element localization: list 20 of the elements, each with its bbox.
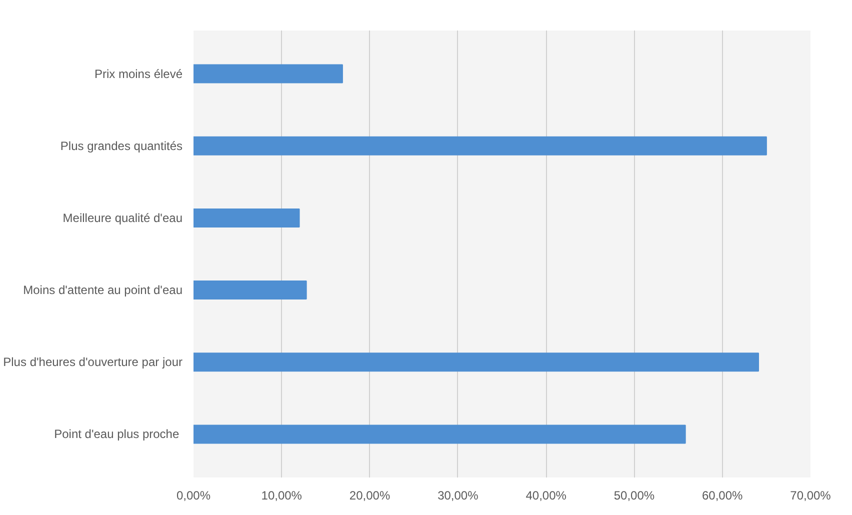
x-tick-label: 30,00% (438, 488, 479, 502)
y-tick-label: Moins d'attente au point d'eau (23, 283, 183, 298)
x-tick-label: 40,00% (526, 488, 567, 502)
y-tick-label: Plus d'heures d'ouverture par jour (3, 355, 183, 370)
bar (194, 280, 307, 300)
bar (194, 424, 686, 444)
x-tick-label: 70,00% (790, 488, 832, 502)
x-tick-label: 60,00% (702, 488, 744, 502)
x-tick-label: 0,00% (176, 488, 211, 502)
x-tick-label: 20,00% (349, 488, 390, 502)
x-tick-label: 50,00% (614, 488, 655, 502)
bar (194, 136, 767, 156)
y-tick-label: Prix moins élevé (94, 66, 183, 81)
bar (194, 208, 300, 228)
bar (194, 64, 343, 84)
y-tick-label: Plus grandes quantités (60, 138, 183, 153)
x-tick-label: 10,00% (261, 488, 302, 502)
bar (194, 352, 759, 372)
y-tick-label: Meilleure qualité d'eau (62, 210, 182, 225)
y-tick-label: Point d'eau plus proche (54, 427, 180, 442)
